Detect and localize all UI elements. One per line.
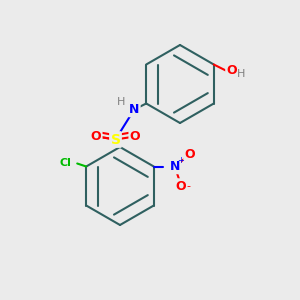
Text: N: N [169, 160, 180, 173]
Text: N: N [129, 103, 140, 116]
Text: Cl: Cl [59, 158, 71, 169]
Text: O: O [91, 130, 101, 143]
Text: S: S [110, 133, 121, 146]
Text: O: O [226, 64, 237, 77]
Text: O: O [130, 130, 140, 143]
Text: O: O [184, 148, 195, 161]
Text: +: + [177, 156, 184, 165]
Text: H: H [237, 68, 245, 79]
Text: H: H [116, 97, 125, 107]
Text: O: O [176, 179, 186, 193]
Text: -: - [186, 181, 190, 191]
